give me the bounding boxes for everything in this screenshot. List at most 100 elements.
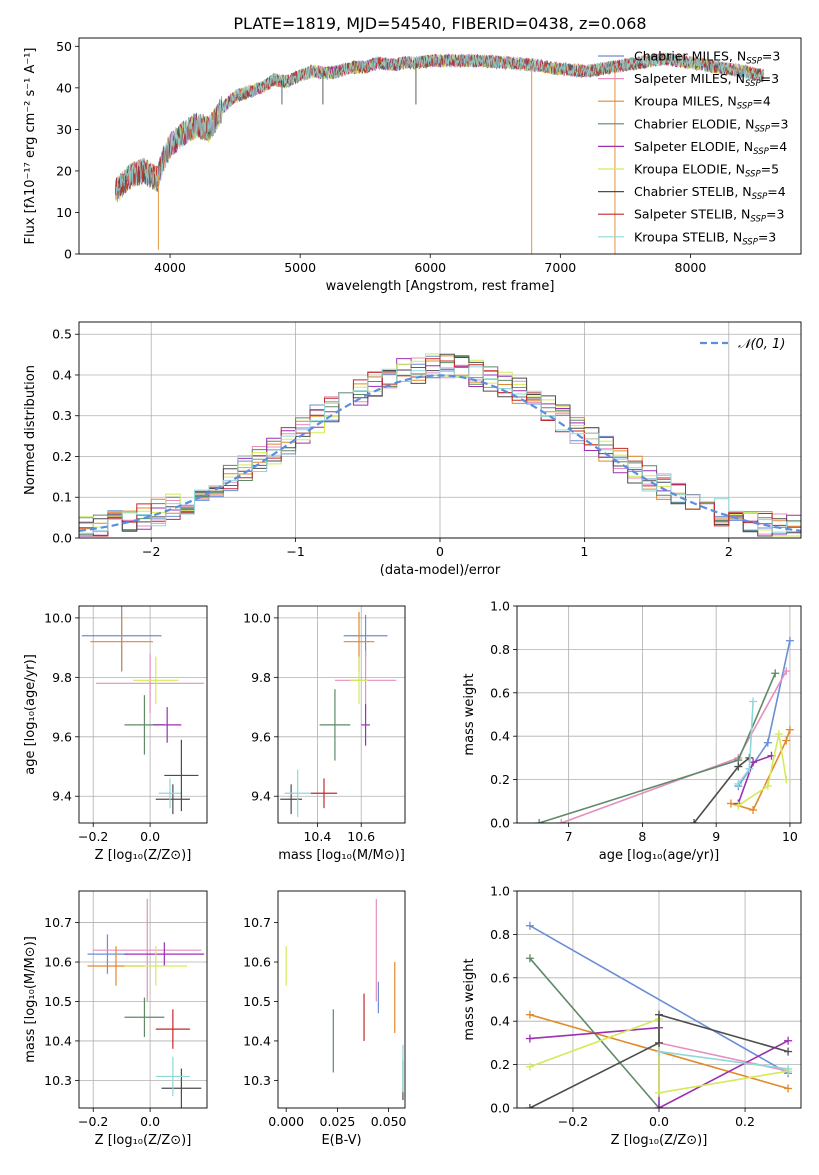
weight-line [529,1017,789,1094]
grid [79,891,207,1108]
weight-marker [763,782,772,791]
x-axis-label: mass [log₁₀(M/M⊙)] [278,848,405,863]
grid [79,606,207,823]
y-axis-label: Flux [fλ10⁻¹⁷ erg cm⁻² s⁻¹ A⁻¹] [23,48,38,245]
x-tick-label: 1 [580,544,588,559]
y-tick-label: 9.8 [251,670,271,685]
y-tick-label: 10.6 [243,955,271,970]
weight-marker [525,1034,534,1043]
y-tick-label: 0.2 [490,772,510,787]
y-tick-label: 0.1 [52,490,72,505]
plot-area [280,611,397,818]
x-tick-label: 0.0 [140,1114,160,1129]
weight-line [529,925,789,1074]
y-tick-label: 10.7 [243,915,271,930]
data-point [158,778,182,809]
y-tick-label: 0.4 [52,367,72,382]
y-tick-label: 0.0 [490,816,510,831]
data-point [161,1068,202,1108]
figure-title: PLATE=1819, MJD=54540, FIBERID=0438, z=0… [233,14,646,33]
x-tick-label: 5000 [284,260,316,275]
chart-spectrum: 4000 5000 6000 7000 8000 0 10 20 30 40 50 wavelengt… [23,37,802,294]
weight-marker [763,738,772,747]
x-axis-label: (data-model)/error [380,563,501,578]
y-tick-label: 0.3 [52,408,72,423]
weight-marker [784,1036,793,1045]
axes-frame [277,890,406,1109]
y-tick-label: 0.5 [52,327,72,342]
weight-line [737,640,791,787]
weight-marker [785,725,794,734]
data-point [361,704,370,746]
axes-frame [78,605,208,824]
y-tick-label: 10.0 [44,610,72,625]
data-point [124,942,205,966]
data-point [152,707,182,743]
y-tick-label: 0.6 [490,970,510,985]
x-axis-label: Z [log₁₀(Z/Z⊙)] [95,848,192,863]
data-point [133,656,179,705]
data-point [350,656,368,705]
weight-marker [784,1084,793,1093]
axes-frame [516,890,802,1109]
weight-marker [784,1047,793,1056]
y-tick-label: 9.8 [52,670,72,685]
axes: −0.2 0.0 0.2 0.0 0.2 0.4 0.6 0.8 1.0 Z [log₁₀(Z/Z… [462,884,802,1148]
axes-frame [516,605,802,824]
x-tick-label: 6000 [414,260,446,275]
histogram-step [79,358,801,537]
axes-frame [78,321,802,539]
weight-marker [655,1047,663,1056]
weight-marker [785,636,794,645]
x-tick-label: 0.050 [371,1114,407,1129]
weight-marker [745,764,754,773]
x-tick-label: 0.0 [140,829,160,844]
legend-label: Kroupa STELIB, NSSP=3 [634,229,776,247]
axes: 4000 5000 6000 7000 8000 0 10 20 30 40 50 wavelengt… [23,37,802,294]
data-point [280,784,303,815]
x-tick-label: 0 [436,544,444,559]
x-tick-label: 0.0 [649,1114,669,1129]
x-tick-label: 10.4 [303,829,331,844]
weight-line [693,757,750,823]
y-tick-label: 0.6 [490,685,510,700]
x-axis-label: E(B-V) [321,1133,361,1148]
weight-marker [749,697,758,706]
axes-frame [78,37,802,255]
plot-area [81,606,205,815]
weight-marker [782,736,791,745]
legend-label: Kroupa MILES, NSSP=4 [634,94,771,112]
histogram-step [79,355,801,537]
y-tick-label: 10.5 [44,994,72,1009]
x-tick-label: −1 [286,544,304,559]
y-tick-label: 10.4 [243,1033,271,1048]
y-tick-label: 0.0 [490,1101,510,1116]
axes: −2 −1 0 1 2 0.0 0.1 0.2 0.3 0.4 0.5 (data-model)/er… [23,321,802,578]
y-tick-label: 0.0 [52,531,72,546]
data-point [155,1009,190,1049]
data-point [90,611,153,672]
x-tick-label: 9 [712,829,720,844]
axes-frame [78,890,208,1109]
x-axis-label: Z [log₁₀(Z/Z⊙)] [95,1133,192,1148]
chart-mass_weight_vs_age: 7 8 9 10 0.0 0.2 0.4 0.6 0.8 1.0 age [log₁₀(age/yr… [462,599,802,863]
x-axis-label: wavelength [Angstrom, rest frame] [326,279,555,294]
y-tick-label: 0.4 [490,1014,510,1029]
chart-mass_vs_Z: −0.2 0.0 10.3 10.4 10.5 10.6 10.7 Z [log₁₀(Z/Z⊙… [23,890,208,1148]
plot-area [79,353,801,537]
spectrum-line [115,53,764,197]
x-axis-label: Z [log₁₀(Z/Z⊙)] [611,1133,708,1148]
data-point [87,934,128,974]
chart-mass_weight_vs_Z: −0.2 0.0 0.2 0.0 0.2 0.4 0.6 0.8 1.0 Z [log₁₀(Z/Z… [462,884,802,1148]
weight-marker [749,805,758,814]
y-tick-label: 0.2 [490,1057,510,1072]
y-axis-label: Normed distribution [23,365,38,495]
weight-marker [782,775,791,784]
legend-label: 𝒩(0, 1) [738,337,785,352]
weight-marker [782,667,791,676]
weight-marker [734,762,743,771]
data-point [124,997,165,1037]
data-point [155,784,190,815]
axes: −0.2 0.0 10.3 10.4 10.5 10.6 10.7 Z [log₁₀(Z/Z⊙… [23,890,208,1148]
plot-area [285,898,404,1101]
